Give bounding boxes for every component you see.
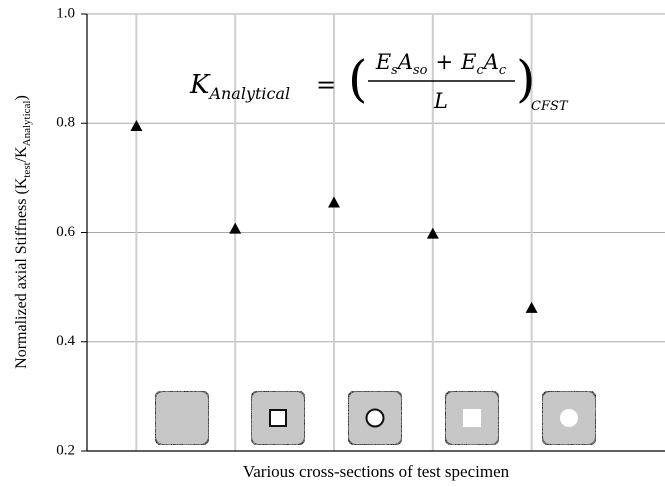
marker [328, 196, 340, 207]
y-tick-label: 0.8 [56, 115, 75, 131]
formula-denominator: L [433, 89, 448, 113]
marker [130, 120, 142, 131]
section-icons [155, 391, 596, 445]
formula-part: E [375, 50, 391, 74]
y-axis-label: Normalized axial Stiffness (Ktest/KAnaly… [13, 95, 33, 369]
formula-sub: Analytical [207, 84, 290, 103]
y-label-sub: test [21, 162, 33, 177]
section-icon [348, 391, 402, 445]
y-label-part: ) [13, 95, 30, 100]
formula-part: E [460, 50, 476, 74]
y-tick-label: 0.6 [56, 224, 75, 240]
formula-sub: c [499, 63, 507, 78]
marker [526, 302, 538, 313]
y-label-sub: Analytical [21, 101, 33, 147]
formula-part: A [482, 50, 499, 74]
y-label-part: Normalized axial Stiffness (K [13, 177, 30, 369]
grid [87, 14, 665, 451]
y-tick-label: 1.0 [56, 5, 75, 21]
section-icon [251, 391, 305, 445]
y-tick-label: 0.4 [56, 333, 75, 349]
formula-sub: so [413, 63, 428, 78]
formula-part: A [396, 50, 413, 74]
formula-part: + [436, 50, 454, 74]
x-axis-label: Various cross-sections of test specimen [243, 462, 510, 481]
formula-lhs: KAnalytical [189, 70, 290, 103]
formula-numerator: EsAso+EcAc [375, 50, 507, 78]
section-icon [542, 391, 596, 445]
formula-sub: CFST [531, 99, 569, 114]
section-icon [155, 391, 209, 445]
formula-equals: = [316, 71, 336, 99]
section-icon [445, 391, 499, 445]
y-tick-label: 0.2 [56, 442, 75, 458]
formula: KAnalytical = ( EsAso+EcAc L ) CFST [189, 50, 569, 114]
marker [229, 223, 241, 234]
formula-part: K [189, 70, 211, 100]
chart: Various cross-sections of test specimen … [0, 0, 665, 487]
y-label-part: /K [13, 146, 30, 162]
formula-paren: ( [348, 50, 368, 108]
marker [427, 228, 439, 239]
